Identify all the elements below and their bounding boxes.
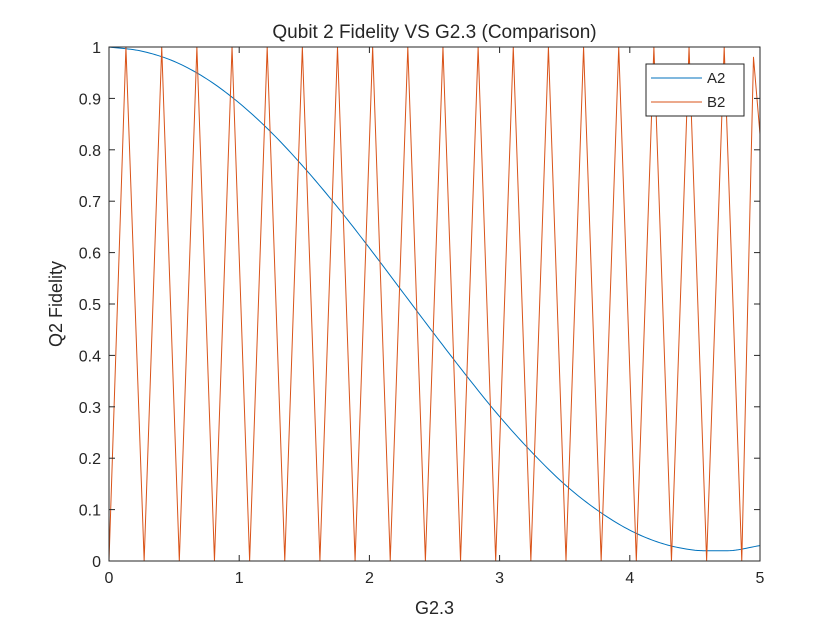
y-tick-label: 0 <box>92 554 101 571</box>
x-tick-label: 3 <box>495 570 504 587</box>
x-tick-label: 1 <box>235 570 244 587</box>
y-axis-label: Q2 Fidelity <box>46 261 66 347</box>
x-tick-label: 4 <box>625 570 634 587</box>
series-line-a2 <box>108 46 761 552</box>
y-tick-label: 0.4 <box>79 348 101 365</box>
y-tick-label: 0.7 <box>79 194 101 211</box>
x-tick-label: 2 <box>365 570 374 587</box>
y-tick-label: 0.6 <box>79 246 101 263</box>
y-tick-label: 0.5 <box>79 297 101 314</box>
x-tick-label: 5 <box>756 570 765 587</box>
y-tick-label: 1 <box>92 40 101 57</box>
legend-box <box>645 63 745 117</box>
legend: A2 B2 <box>645 63 745 117</box>
x-tick-label: 0 <box>105 570 114 587</box>
legend-label-b2: B2 <box>707 94 725 111</box>
legend-label-a2: A2 <box>707 70 725 87</box>
y-tick-label: 0.9 <box>79 91 101 108</box>
y-tick-label: 0.3 <box>79 400 101 417</box>
y-tick-label: 0.8 <box>79 143 101 160</box>
tick-layer: 0 1 2 3 4 5 0 0.1 0.2 0.3 0.4 0.5 0.6 0.7 0.8 0.9 1 <box>79 40 765 587</box>
y-tick-label: 0.2 <box>79 451 101 468</box>
y-tick-label: 0.1 <box>79 503 101 520</box>
chart-title: Qubit 2 Fidelity VS G2.3 (Comparison) <box>272 22 596 43</box>
x-axis-label: G2.3 <box>415 598 454 618</box>
